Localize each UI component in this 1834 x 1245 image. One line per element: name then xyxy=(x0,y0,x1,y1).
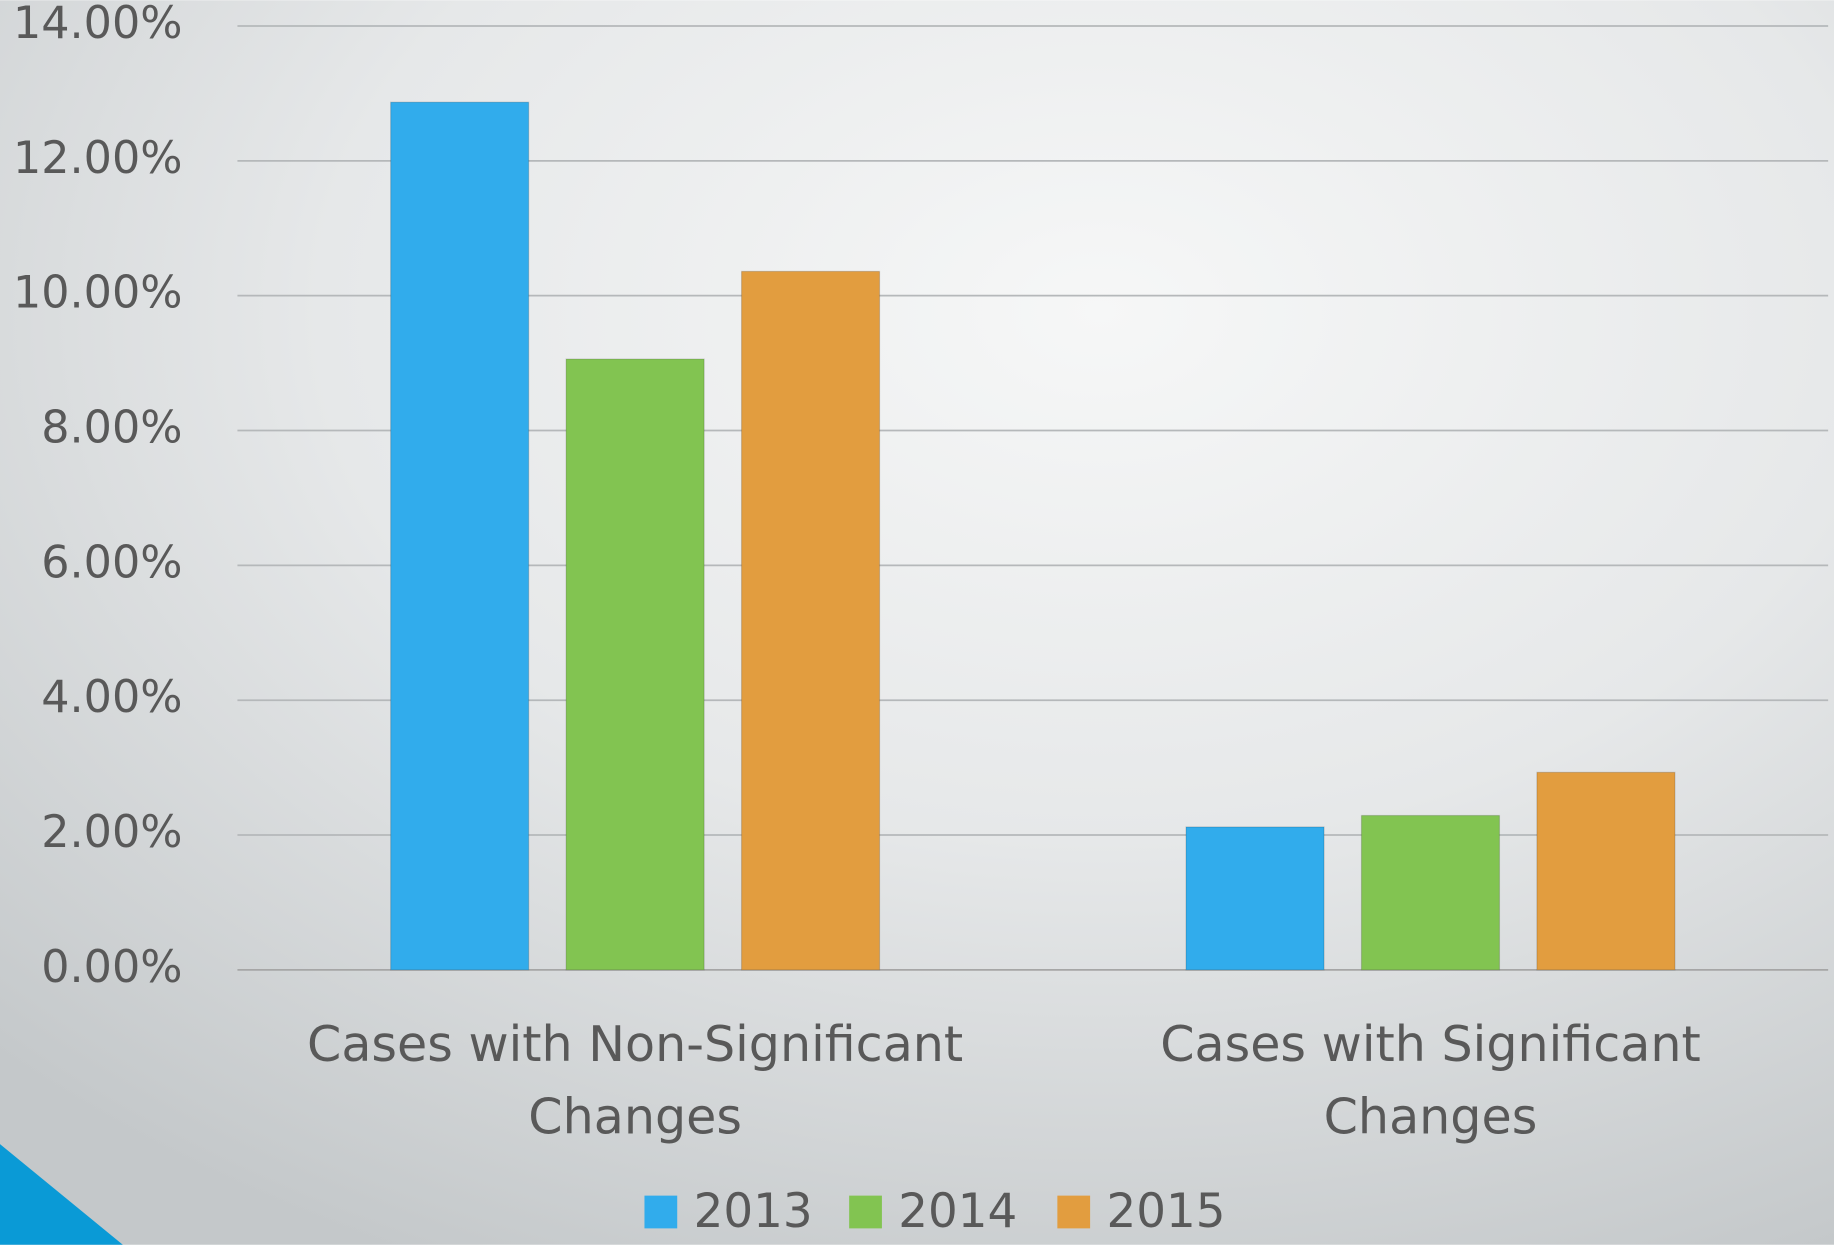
y-tick-label: 6.00% xyxy=(41,537,182,588)
legend-swatch xyxy=(1057,1195,1091,1229)
x-tick-label: Cases with Significant Changes xyxy=(1160,1015,1701,1146)
bar xyxy=(740,270,881,971)
bar xyxy=(1536,771,1676,971)
bar xyxy=(1185,826,1325,971)
y-tick-label: 8.00% xyxy=(41,403,182,454)
x-tick-label-box: Cases with Non-Significant Changes xyxy=(307,1015,964,1146)
y-tick-label: 0.00% xyxy=(41,942,182,993)
corner-accent xyxy=(0,1144,123,1245)
y-tick-label: 14.00% xyxy=(13,0,182,49)
y-tick-label: 12.00% xyxy=(13,133,182,184)
x-tick-label: Cases with Non-Significant Changes xyxy=(307,1015,964,1146)
legend-label: 2014 xyxy=(898,1185,1017,1239)
y-tick-label: 2.00% xyxy=(41,807,182,858)
legend-swatch xyxy=(849,1195,882,1229)
bar xyxy=(1360,814,1501,971)
legend-swatch xyxy=(644,1195,678,1229)
y-tick-label: 4.00% xyxy=(41,672,182,723)
bar xyxy=(390,101,530,971)
bar xyxy=(565,358,705,971)
x-tick-label-box: Cases with Significant Changes xyxy=(1160,1015,1701,1146)
y-tick-label: 10.00% xyxy=(13,268,182,319)
legend-label: 2013 xyxy=(694,1185,813,1239)
legend-label: 2015 xyxy=(1106,1185,1225,1239)
